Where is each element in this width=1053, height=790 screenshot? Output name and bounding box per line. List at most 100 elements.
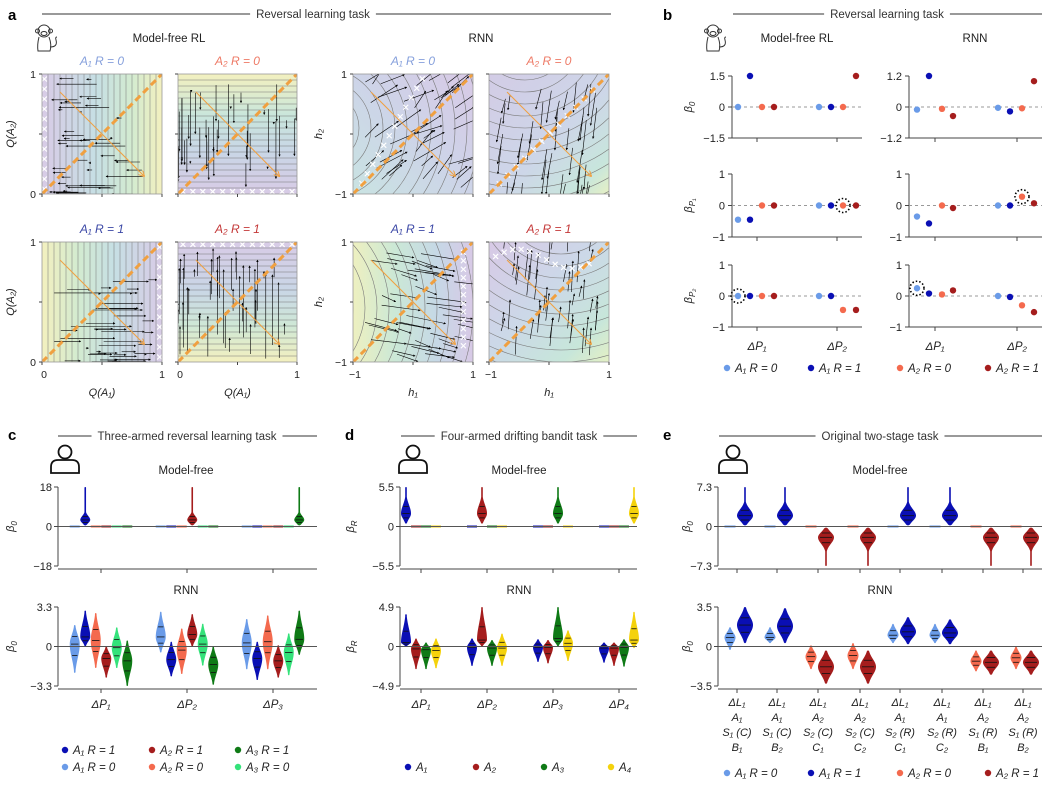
ylabel-subscript: P₂ — [688, 289, 697, 297]
legend-marker — [723, 769, 731, 777]
flow-arrow — [381, 295, 397, 303]
flow-arrow — [546, 153, 553, 179]
y-tick-label: 0 — [896, 102, 902, 114]
flow-arrow — [576, 250, 580, 283]
scatter-subplot: 1 0 −1 — [889, 260, 1042, 334]
x-tick-label: ΔP₂ — [176, 699, 197, 711]
violin — [929, 623, 941, 644]
x-tick-label: S₂ (C) — [803, 727, 833, 739]
x-tick-label: A₂ — [1016, 712, 1029, 724]
highlight-ring — [1014, 188, 1030, 205]
y-axis-label: βR — [345, 640, 359, 653]
fixed-point-marker — [413, 85, 420, 92]
flow-arrow — [535, 252, 540, 279]
fixed-point-marker — [375, 151, 382, 158]
scatter-subplot: 1.50−1.5β0 — [683, 71, 862, 145]
x-tick-label: ΔP₃ — [542, 699, 563, 711]
flow-arrow — [582, 279, 586, 299]
flow-arrow — [457, 323, 473, 329]
legend-marker — [984, 769, 992, 777]
ylabel-subscript: R — [350, 640, 359, 646]
x-tick-label: 1 — [606, 369, 612, 381]
flow-arrow — [528, 121, 534, 144]
fixed-point-marker — [156, 314, 162, 320]
y-tick-label: 0 — [46, 522, 52, 534]
data-point — [994, 202, 1002, 209]
contour-line — [506, 242, 609, 267]
fixed-point-marker — [535, 252, 542, 259]
person-icon — [398, 444, 428, 474]
data-point — [925, 290, 933, 297]
data-point — [734, 216, 742, 223]
violin — [421, 642, 431, 670]
contour-line — [408, 74, 432, 194]
y-tick-label: −7.3 — [690, 561, 712, 573]
subplot-title: RNN — [507, 585, 532, 597]
flow-arrow — [550, 242, 553, 250]
monkey-head — [37, 24, 51, 38]
subplot-title: Model-free — [492, 465, 547, 477]
fixed-point-marker — [229, 188, 236, 194]
y-tick-label: 0 — [388, 642, 394, 654]
x-tick-label: 0 — [177, 369, 183, 381]
y-tick-label: −1 — [889, 322, 902, 334]
contour-line — [489, 74, 584, 105]
legend-marker — [540, 763, 548, 771]
contour-line — [489, 117, 609, 153]
highlight-ring — [835, 197, 851, 214]
column-title-model-free-rl: Model-free RL — [133, 33, 206, 45]
fixed-point-marker — [289, 188, 295, 194]
scatter-subplot: 1 0 −1 βP₂ — [683, 260, 862, 334]
fixed-point-marker — [402, 104, 409, 111]
flow-arrow — [595, 310, 599, 331]
flow-arrow — [406, 343, 442, 350]
violin — [80, 487, 91, 526]
fixed-point-marker — [189, 242, 196, 248]
fixed-point-marker — [526, 248, 533, 255]
y-axis-label: βP₂ — [683, 289, 697, 305]
fixed-point-marker — [219, 242, 226, 248]
person-body — [398, 459, 428, 474]
flow-arrow — [500, 318, 506, 332]
violin — [208, 646, 219, 685]
flow-arrow — [458, 158, 473, 164]
subplot-title: Model-free — [159, 465, 214, 477]
x-tick-label: B₂ — [1017, 742, 1029, 754]
x-tick-label: 1 — [294, 369, 300, 381]
flow-arrow — [503, 242, 505, 249]
fixed-point-marker — [156, 264, 162, 270]
y-axis-label: β0 — [5, 521, 19, 533]
x-axis-label: h₁ — [408, 387, 418, 399]
violin — [187, 487, 198, 526]
flow-arrow — [411, 346, 440, 355]
fixed-point-marker — [364, 170, 371, 177]
monkey-icon — [704, 24, 727, 52]
legend-marker — [234, 763, 242, 771]
panel-header: Reversal learning task — [830, 9, 944, 21]
data-point — [746, 216, 754, 223]
fixed-point-marker — [386, 132, 393, 139]
vector-field-subplot: A₂ R = 1 0 1 Q(A₁) — [175, 222, 300, 399]
fixed-point-marker — [569, 265, 576, 272]
data-point — [1018, 193, 1026, 200]
contour-line — [435, 242, 450, 362]
ylabel-subscript: 0 — [686, 641, 695, 646]
panel-b: Reversal learning task Model-free RL 1.5 0 −… — [683, 9, 1042, 375]
fixed-point-marker — [249, 188, 256, 194]
violin — [599, 642, 609, 663]
x-tick-label: ΔP₁ — [924, 341, 944, 353]
y-tick-label: 0 — [719, 291, 725, 303]
panel-label-e: e — [663, 427, 671, 444]
vector-field-subplot: A₁ R = 0 1 0 Q(A₂) — [5, 54, 163, 201]
x-tick-label: B₁ — [978, 742, 989, 754]
flow-arrow — [576, 166, 581, 194]
legend-item: A₁ R = 1 — [807, 363, 861, 375]
legend-item: A₂ R = 1 — [984, 363, 1039, 375]
legend-label: A₂ R = 0 — [907, 768, 952, 780]
flow-arrow — [374, 120, 399, 138]
flow-arrow — [425, 353, 455, 359]
data-point — [1006, 293, 1014, 301]
x-tick-label: C₂ — [936, 742, 949, 754]
y-axis-label: β0 — [681, 521, 695, 533]
